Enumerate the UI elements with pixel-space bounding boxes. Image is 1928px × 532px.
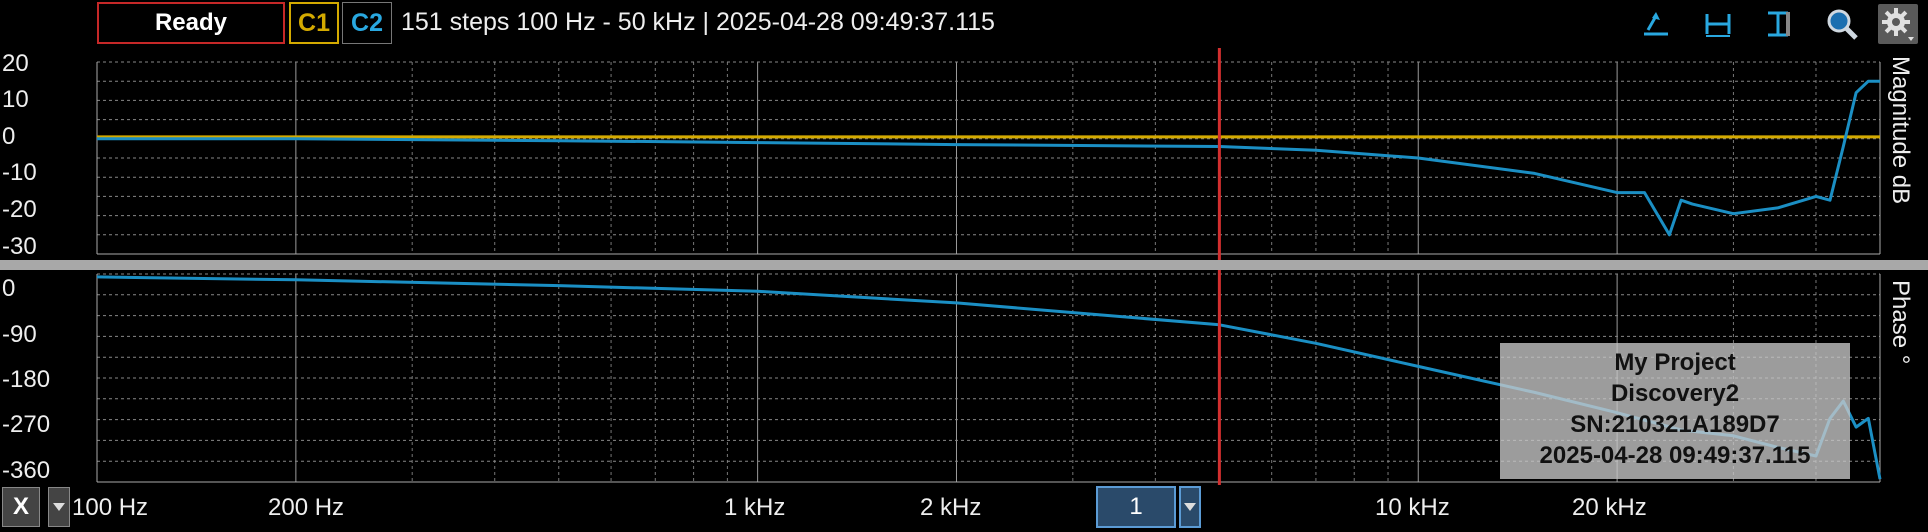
x-tick-label: 20 kHz: [1572, 494, 1647, 521]
mag-tick-label: 10: [2, 86, 29, 113]
horizontal-measure-icon[interactable]: [1698, 4, 1738, 44]
series-line-c2: [97, 79, 1880, 237]
magnitude-plot[interactable]: [0, 48, 1928, 260]
device-info-overlay: My Project Discovery2 SN:210321A189D7 20…: [1500, 343, 1850, 479]
mag-tick-label: 0: [2, 123, 16, 150]
cursor-dropdown[interactable]: [1179, 486, 1201, 528]
cursor-selector[interactable]: 1: [1096, 486, 1176, 528]
panel-splitter[interactable]: [0, 260, 1928, 270]
chevron-down-icon: [53, 503, 65, 511]
cursor-tool-icon[interactable]: [1636, 4, 1676, 44]
phase-tick-label: -360: [2, 457, 51, 484]
project-name: My Project: [1614, 349, 1736, 376]
chevron-down-icon: [1184, 503, 1196, 511]
x-axis-dropdown[interactable]: [48, 487, 70, 527]
settings-gear-icon[interactable]: [1878, 4, 1918, 44]
mag-tick-label: -20: [2, 196, 37, 223]
channel-2-toggle[interactable]: C2: [342, 2, 392, 44]
status-indicator: Ready: [97, 2, 285, 44]
x-tick-label: 1 kHz: [724, 494, 786, 521]
phase-tick-label: -90: [2, 321, 37, 348]
mag-tick-label: -10: [2, 159, 37, 186]
toolbar: Ready C1 C2 151 steps 100 Hz - 50 kHz | …: [0, 0, 1928, 48]
mag-tick-label: -30: [2, 233, 37, 260]
device-name: Discovery2: [1610, 380, 1740, 407]
x-tick-label: 10 kHz: [1375, 494, 1450, 521]
vertical-measure-icon[interactable]: [1758, 4, 1798, 44]
phase-axis-title: Phase °: [1887, 280, 1914, 365]
capture-timestamp: 2025-04-28 09:49:37.115: [1539, 442, 1811, 469]
x-tick-label: 200 Hz: [268, 494, 345, 521]
magnitude-axis-title: Magnitude dB: [1887, 56, 1914, 205]
x-axis-button[interactable]: X: [2, 487, 40, 527]
mag-tick-label: 20: [2, 50, 29, 77]
phase-tick-label: -270: [2, 411, 51, 438]
channel-1-toggle[interactable]: C1: [289, 2, 339, 44]
serial-number: SN:210321A189D7: [1570, 411, 1780, 438]
x-tick-label: 100 Hz: [72, 494, 149, 521]
phase-tick-label: -180: [2, 366, 51, 393]
phase-tick-label: 0: [2, 275, 16, 302]
acquisition-info: 151 steps 100 Hz - 50 kHz | 2025-04-28 0…: [401, 8, 995, 36]
zoom-icon[interactable]: [1822, 4, 1862, 44]
x-tick-label: 2 kHz: [920, 494, 982, 521]
